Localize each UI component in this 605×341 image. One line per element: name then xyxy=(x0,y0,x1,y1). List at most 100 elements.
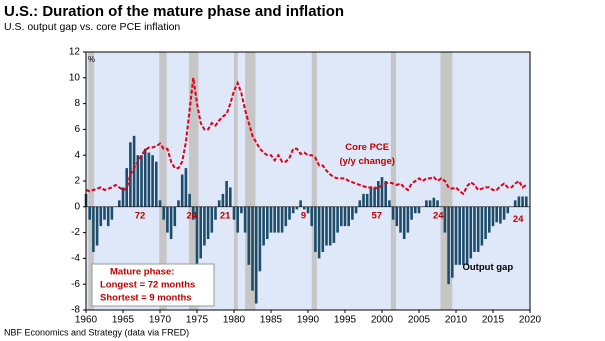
bar xyxy=(473,206,476,252)
bar xyxy=(391,206,395,220)
bar xyxy=(103,206,106,220)
bar xyxy=(214,206,217,220)
bar xyxy=(340,206,343,227)
bar xyxy=(266,206,269,240)
bar xyxy=(502,206,506,220)
bar xyxy=(476,206,480,252)
bar xyxy=(377,181,380,207)
bar xyxy=(247,206,251,265)
bar xyxy=(303,206,306,210)
bar xyxy=(428,200,432,207)
bar xyxy=(195,206,199,265)
source-note: NBF Economics and Strategy (data via FRE… xyxy=(4,327,189,337)
bar xyxy=(469,206,473,259)
bar xyxy=(358,200,362,207)
bar xyxy=(325,206,328,246)
bar xyxy=(262,206,265,246)
bar xyxy=(465,206,469,265)
bar xyxy=(406,206,410,233)
bar xyxy=(180,174,184,207)
bar xyxy=(162,206,165,220)
bar xyxy=(454,206,458,265)
recession-band xyxy=(88,52,95,310)
annotation: 24 xyxy=(513,214,524,225)
bar xyxy=(188,193,191,207)
bar xyxy=(458,206,461,265)
bar xyxy=(251,206,254,291)
bar xyxy=(517,196,521,207)
y-unit: % xyxy=(88,55,95,64)
bar xyxy=(336,206,339,233)
bar xyxy=(136,155,140,207)
bar xyxy=(173,206,177,227)
bar xyxy=(365,193,369,207)
bar xyxy=(491,206,495,227)
bar xyxy=(402,206,406,240)
bar xyxy=(210,206,214,233)
bar xyxy=(92,206,95,252)
annotation: 9 xyxy=(301,210,306,221)
bar xyxy=(166,206,169,233)
bar xyxy=(362,193,365,207)
annotation: 57 xyxy=(372,210,383,221)
x-tick-label: 1980 xyxy=(223,315,246,326)
bar xyxy=(354,206,358,214)
bar xyxy=(269,206,273,233)
x-tick-label: 1975 xyxy=(186,315,209,326)
y-tick-label: -6 xyxy=(71,279,80,290)
bar xyxy=(143,148,147,207)
bar xyxy=(425,200,428,207)
x-tick-label: 1990 xyxy=(297,315,320,326)
bar xyxy=(369,187,373,207)
y-tick-label: 2 xyxy=(74,176,80,187)
bar xyxy=(254,206,258,304)
bar xyxy=(414,206,417,214)
bar xyxy=(306,206,310,214)
bar xyxy=(321,206,325,252)
series-label: Core PCE xyxy=(345,142,389,153)
note-line: Mature phase: xyxy=(110,267,174,278)
bar xyxy=(177,200,180,207)
bar xyxy=(288,206,291,220)
bar xyxy=(169,206,173,240)
annotation: 21 xyxy=(220,210,231,221)
bar xyxy=(447,206,450,285)
bar xyxy=(410,206,413,220)
bar xyxy=(443,206,447,233)
x-tick-label: 1960 xyxy=(75,315,98,326)
x-tick-label: 2020 xyxy=(519,315,542,326)
y-tick-label: 6 xyxy=(74,124,80,135)
bar xyxy=(118,200,121,207)
x-tick-label: 1970 xyxy=(149,315,172,326)
bar xyxy=(258,206,262,272)
bar xyxy=(236,206,239,233)
plot-frame xyxy=(85,51,531,311)
bar xyxy=(217,200,221,207)
bar xyxy=(243,206,247,233)
recession-band xyxy=(245,52,256,310)
bar xyxy=(147,152,151,207)
bar xyxy=(451,206,454,278)
annotation: 24 xyxy=(433,210,444,221)
bar xyxy=(140,155,143,207)
y-tick-label: 4 xyxy=(74,150,80,161)
y-tick-label: 0 xyxy=(74,201,80,212)
x-tick-label: 1985 xyxy=(260,315,283,326)
recession-band xyxy=(234,52,238,310)
x-tick-label: 2015 xyxy=(482,315,505,326)
bar xyxy=(277,206,280,233)
bar xyxy=(499,206,502,224)
bar xyxy=(273,206,276,233)
bar xyxy=(506,206,510,214)
bar xyxy=(206,206,210,240)
bar xyxy=(99,206,103,227)
bar xyxy=(280,206,284,233)
bar xyxy=(347,206,350,227)
bar xyxy=(225,181,228,207)
bar xyxy=(399,206,402,233)
line xyxy=(85,77,527,196)
bar xyxy=(295,206,299,210)
bar xyxy=(373,187,376,207)
y-tick-label: -8 xyxy=(71,305,80,316)
